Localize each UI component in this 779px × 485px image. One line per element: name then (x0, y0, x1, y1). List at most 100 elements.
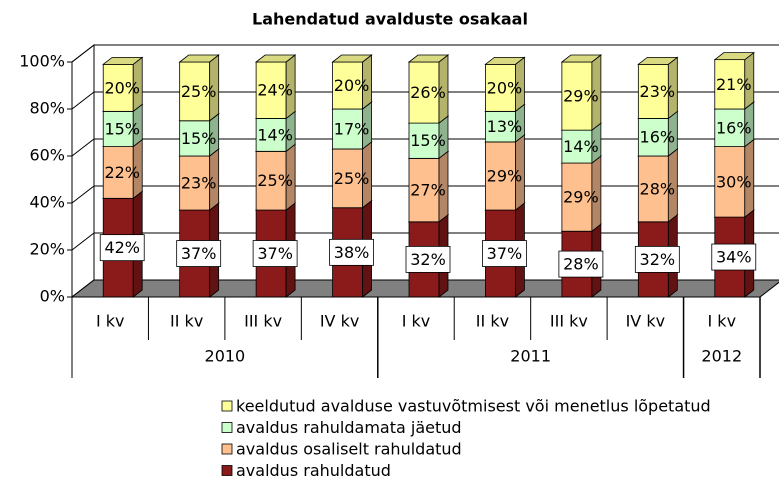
x-group-label: 2010 (205, 347, 246, 366)
grid-line (71, 138, 779, 157)
value-label: 20% (487, 78, 523, 97)
value-label: 13% (487, 117, 523, 136)
legend-swatch (221, 400, 233, 412)
value-label: 29% (487, 166, 523, 185)
value-label: 15% (181, 129, 217, 148)
legend-label: keeldutud avalduse vastuvõtmisest või me… (236, 397, 711, 416)
legend-swatch (221, 443, 233, 455)
bar-segment (561, 129, 593, 164)
value-label: 14% (563, 137, 599, 156)
bar-segment (408, 157, 440, 223)
y-tick-label: 20% (29, 240, 65, 259)
value-label: 28% (640, 179, 676, 198)
x-tick-label: III kv (550, 312, 588, 331)
value-label: 20% (104, 78, 140, 97)
label-box (482, 240, 527, 267)
label-box (634, 245, 680, 273)
label-box (405, 245, 451, 273)
value-label: 24% (257, 81, 293, 100)
value-label: 37% (487, 244, 523, 263)
bar-segment (714, 146, 746, 218)
legend-swatch (221, 422, 233, 433)
bar-top (560, 54, 603, 63)
legend-label: avaldus osaliselt rahuldatud (236, 440, 462, 459)
x-tick-label: IV kv (626, 312, 665, 331)
bar-top (484, 56, 526, 65)
grid-line (71, 232, 779, 251)
bar-top (407, 54, 450, 63)
value-label: 15% (410, 131, 446, 150)
value-label: 15% (104, 119, 140, 138)
value-label: 42% (104, 238, 140, 257)
value-label: 22% (104, 163, 140, 182)
value-label: 37% (181, 244, 217, 263)
value-label: 23% (181, 174, 217, 193)
bar-top (331, 54, 373, 63)
bar-segment (255, 118, 287, 152)
y-tick-label: 60% (29, 146, 65, 165)
value-label: 26% (410, 83, 446, 102)
legend-label: avaldus rahuldamata jäetud (236, 418, 462, 437)
bar-top (713, 52, 755, 61)
grid-line (71, 44, 779, 63)
bar-segment (408, 61, 440, 124)
x-tick-label: IV kv (320, 312, 359, 331)
value-label: 38% (334, 243, 370, 262)
x-group-label: 2011 (510, 347, 551, 366)
value-label: 21% (716, 75, 752, 94)
value-label: 34% (716, 248, 752, 267)
bar-segment (255, 61, 287, 119)
bar-segment (408, 122, 440, 159)
bar-segment (332, 108, 363, 150)
x-tick-label: I kv (402, 312, 431, 331)
bar-segment (637, 118, 669, 157)
value-label: 17% (334, 119, 370, 138)
value-label: 29% (563, 188, 599, 207)
value-label: 20% (334, 76, 370, 95)
grid-line (71, 91, 779, 110)
bar-top (254, 54, 297, 63)
x-tick-label: II kv (476, 312, 509, 331)
x-group-label: 2012 (701, 347, 742, 366)
side-wall (71, 43, 95, 299)
bar-segment (714, 108, 746, 147)
bar-segment (102, 146, 134, 199)
legend-swatch (221, 465, 233, 476)
value-label: 27% (410, 181, 446, 200)
bar-top (102, 56, 144, 65)
bar-segment (485, 110, 516, 143)
value-label: 14% (257, 125, 293, 144)
bar-segment (332, 61, 363, 110)
bar-top (637, 56, 679, 65)
bar-segment (255, 150, 287, 211)
value-label: 23% (640, 82, 676, 101)
label-box (558, 250, 604, 278)
y-tick-label: 40% (29, 193, 65, 212)
value-label: 16% (716, 118, 752, 137)
value-label: 37% (257, 244, 293, 263)
legend-label: avaldus rahuldatud (236, 461, 391, 480)
y-tick-label: 0% (40, 287, 65, 306)
y-tick-label: 100% (19, 52, 65, 71)
value-label: 29% (563, 87, 599, 106)
label-box (329, 238, 374, 266)
bar-top (178, 54, 220, 63)
value-label: 25% (181, 82, 217, 101)
x-tick-label: I kv (96, 312, 125, 331)
value-label: 25% (257, 171, 293, 190)
y-tick-label: 80% (29, 99, 65, 118)
grid-line (71, 185, 779, 204)
x-tick-label: II kv (170, 312, 203, 331)
value-label: 28% (563, 255, 599, 274)
chart-title: Lahendatud avalduste osakaal (252, 10, 528, 29)
value-label: 32% (640, 250, 676, 269)
label-box (99, 234, 145, 262)
value-label: 32% (410, 250, 446, 269)
value-label: 16% (640, 128, 676, 147)
label-box (176, 240, 222, 267)
value-label: 30% (716, 172, 752, 191)
x-tick-label: I kv (708, 312, 737, 331)
label-box (711, 243, 757, 271)
bar-segment (179, 155, 211, 211)
